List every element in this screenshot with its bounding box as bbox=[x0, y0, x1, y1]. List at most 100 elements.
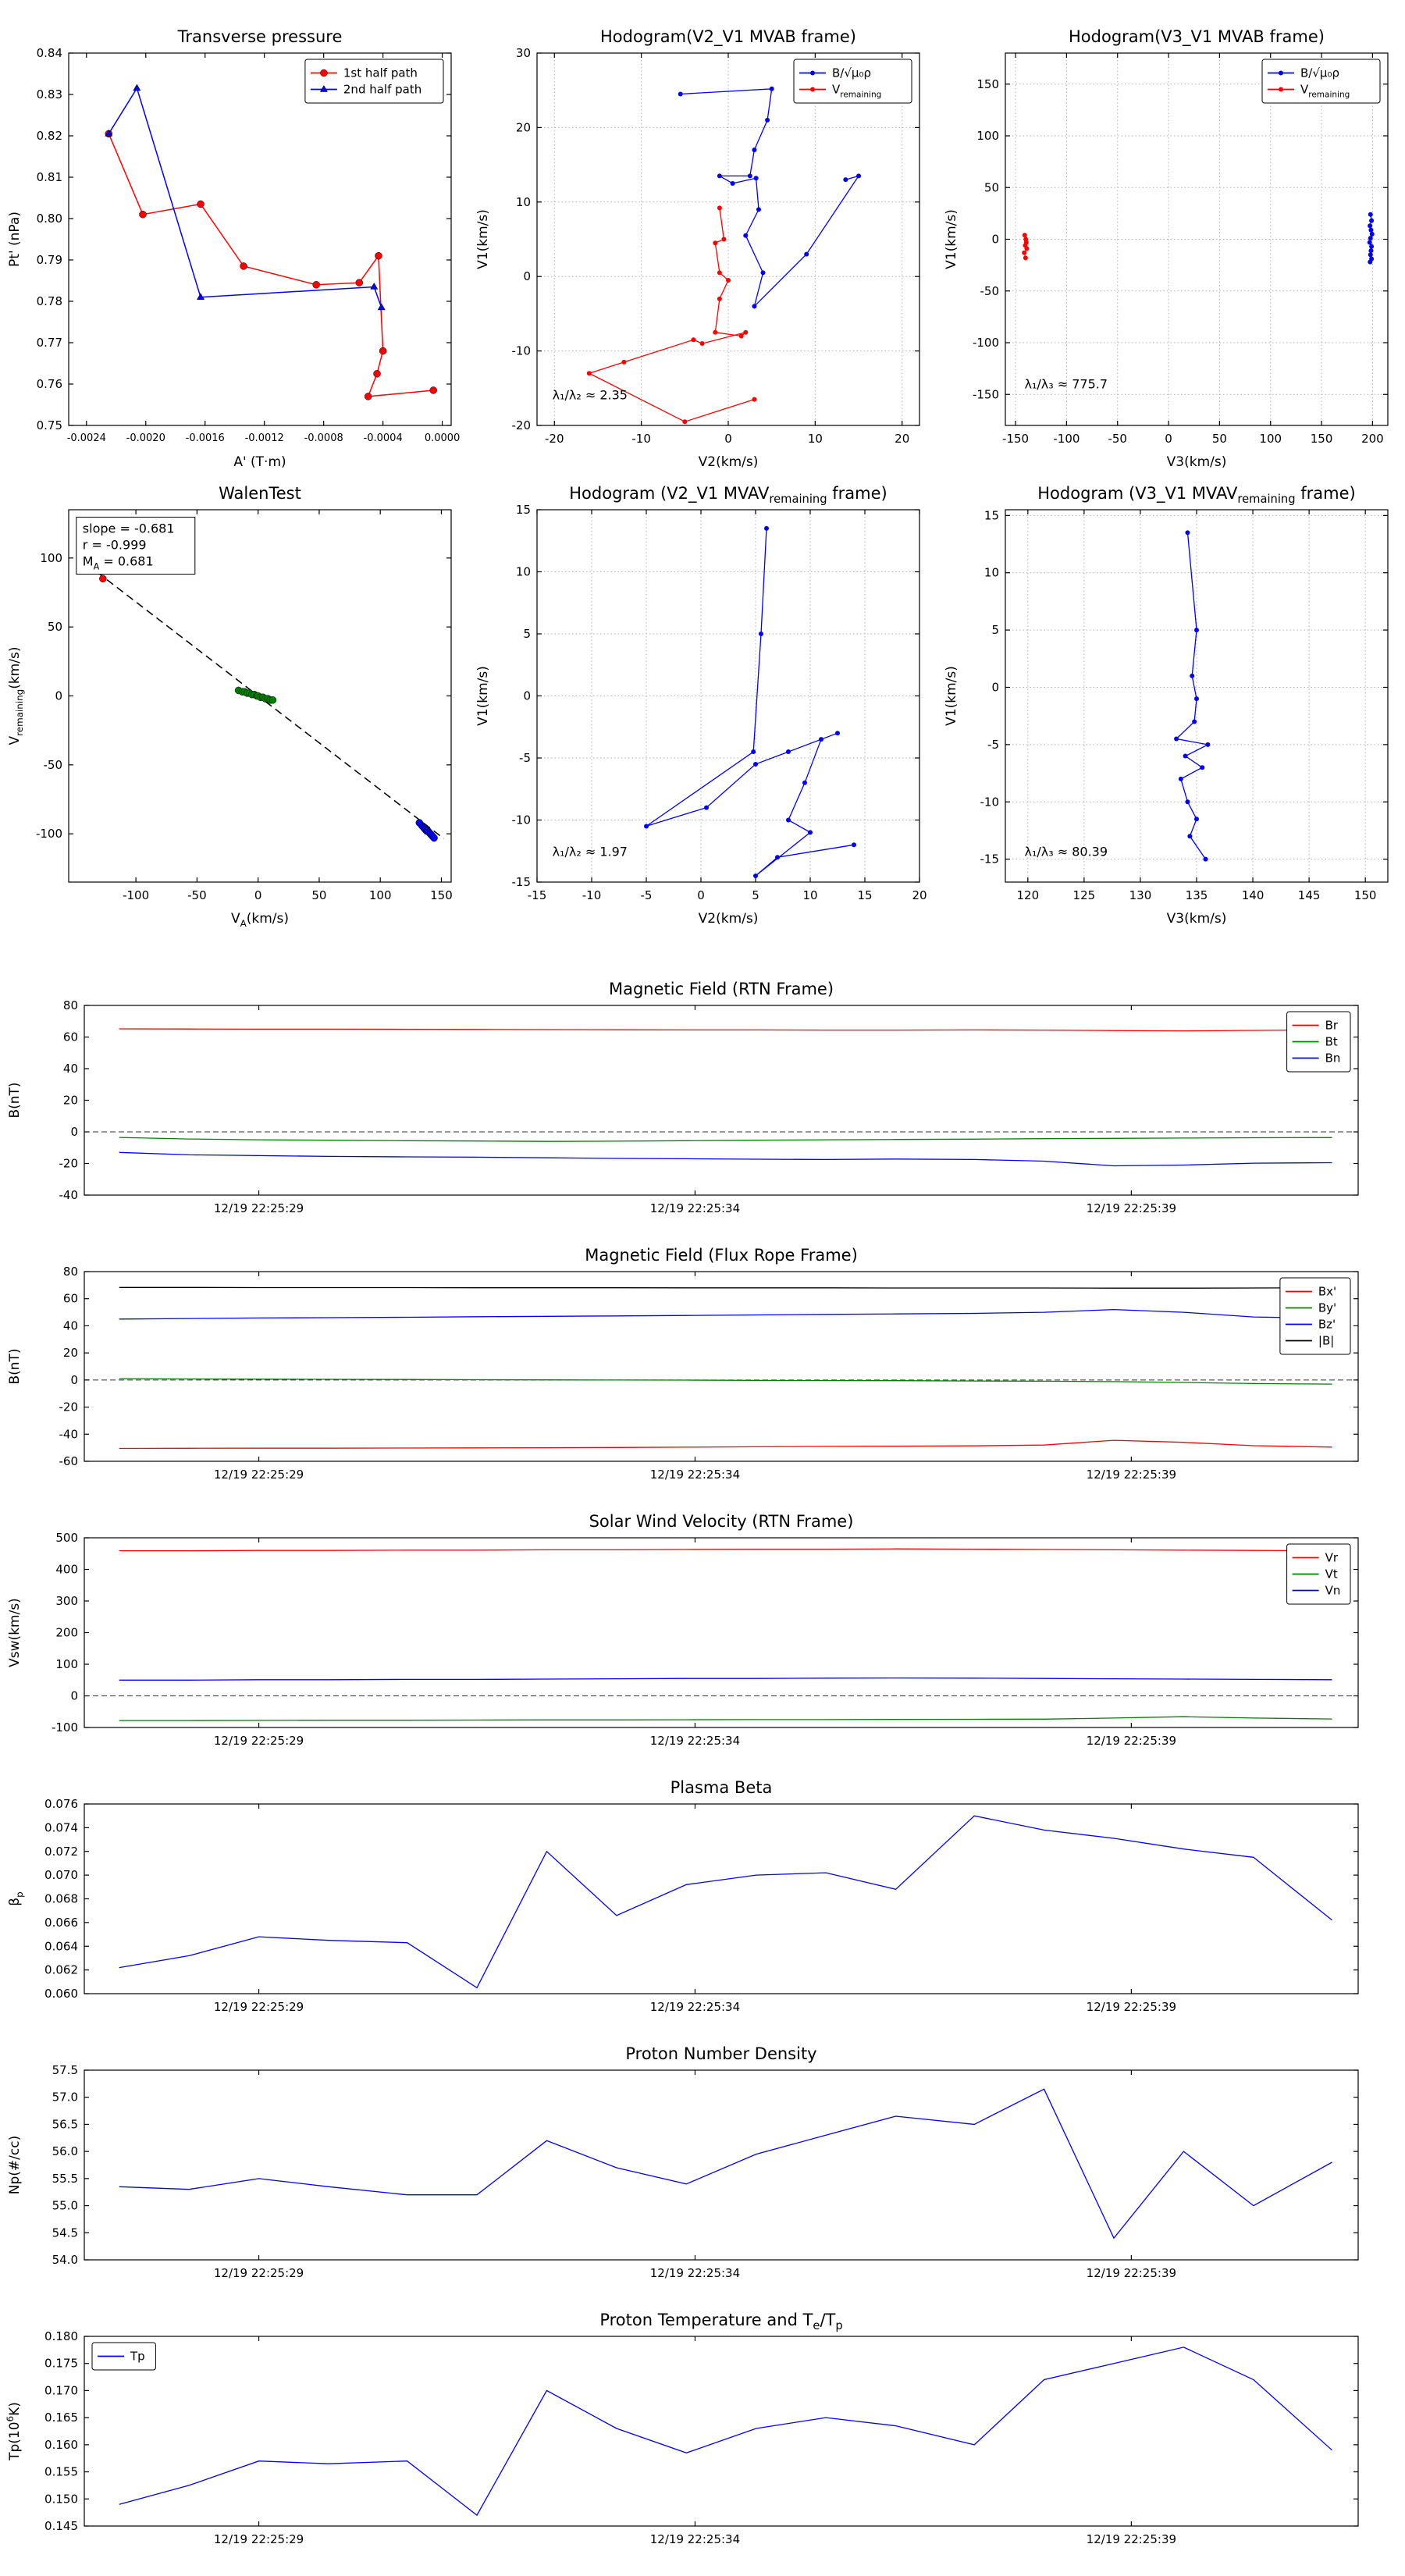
svg-text:-10: -10 bbox=[631, 432, 651, 446]
hodogram_v3v1_mvab-plot: -150 -100 -50 0 50 100 150 200 -150 -100 -50 0 50 100… bbox=[937, 19, 1405, 475]
svg-text:0.78: 0.78 bbox=[37, 294, 62, 308]
svg-text:12/19 22:25:39: 12/19 22:25:39 bbox=[1087, 1201, 1176, 1215]
svg-text:-10: -10 bbox=[980, 795, 1000, 809]
svg-text:0.170: 0.170 bbox=[44, 2383, 78, 2397]
chart-plasma-beta: 12/19 22:25:29 12/19 22:25:34 12/19 22:25:… bbox=[0, 1771, 1405, 2033]
svg-text:slope = -0.681: slope = -0.681 bbox=[83, 521, 175, 536]
svg-text:0.060: 0.060 bbox=[44, 1987, 78, 2001]
svg-text:0.180: 0.180 bbox=[44, 2329, 78, 2343]
mag_rtn-plot: 12/19 22:25:29 12/19 22:25:34 12/19 22:25:… bbox=[0, 973, 1405, 1234]
svg-text:40: 40 bbox=[63, 1062, 78, 1076]
svg-text:-10: -10 bbox=[512, 344, 532, 358]
svg-text:V3(km/s): V3(km/s) bbox=[1167, 911, 1227, 927]
svg-text:VA​(km/s): VA​(km/s) bbox=[231, 911, 289, 929]
svg-text:WalenTest: WalenTest bbox=[219, 484, 301, 503]
svg-text:Pt' (nPa): Pt' (nPa) bbox=[7, 212, 23, 267]
mag_fluxrope-plot: 12/19 22:25:29 12/19 22:25:34 12/19 22:25:… bbox=[0, 1239, 1405, 1500]
svg-text:12/19 22:25:29: 12/19 22:25:29 bbox=[214, 1201, 304, 1215]
svg-text:55.0: 55.0 bbox=[52, 2199, 78, 2213]
svg-text:-50: -50 bbox=[187, 888, 207, 902]
svg-text:0.84: 0.84 bbox=[37, 46, 62, 60]
svg-text:-5: -5 bbox=[987, 738, 999, 752]
svg-text:0.068: 0.068 bbox=[44, 1892, 78, 1906]
svg-text:B/√μ₀ρ: B/√μ₀ρ bbox=[832, 66, 871, 80]
svg-text:V1(km/s): V1(km/s) bbox=[475, 666, 491, 726]
svg-text:Vn: Vn bbox=[1325, 1584, 1341, 1598]
svg-text:0: 0 bbox=[523, 689, 531, 703]
svg-text:0.070: 0.070 bbox=[44, 1868, 78, 1882]
svg-text:V2(km/s): V2(km/s) bbox=[699, 911, 759, 927]
vsw_rtn-plot: 12/19 22:25:29 12/19 22:25:34 12/19 22:25:… bbox=[0, 1505, 1405, 1767]
svg-text:λ₁/λ₂ ≈ 1.97: λ₁/λ₂ ≈ 1.97 bbox=[553, 845, 628, 859]
svg-text:-100: -100 bbox=[123, 888, 149, 902]
svg-text:0.066: 0.066 bbox=[44, 1916, 78, 1930]
chart-magnetic-field-fluxrope: 12/19 22:25:29 12/19 22:25:34 12/19 22:25:… bbox=[0, 1239, 1405, 1500]
svg-text:50: 50 bbox=[1212, 432, 1227, 446]
svg-text:80: 80 bbox=[63, 998, 78, 1012]
svg-text:20: 20 bbox=[516, 120, 531, 134]
svg-text:12/19 22:25:29: 12/19 22:25:29 bbox=[214, 2532, 304, 2546]
svg-text:V1(km/s): V1(km/s) bbox=[475, 209, 491, 269]
svg-text:12/19 22:25:39: 12/19 22:25:39 bbox=[1087, 1468, 1176, 1482]
svg-text:0.160: 0.160 bbox=[44, 2438, 78, 2452]
svg-text:-50: -50 bbox=[980, 284, 1000, 298]
svg-text:Hodogram (V3_V1 MVAVremaining​: Hodogram (V3_V1 MVAVremaining​ frame) bbox=[1037, 484, 1355, 506]
svg-text:-100: -100 bbox=[973, 336, 999, 350]
chart-solar-wind-velocity: 12/19 22:25:29 12/19 22:25:34 12/19 22:25:… bbox=[0, 1505, 1405, 1767]
chart-hodogram-v3v1-mvab: -150 -100 -50 0 50 100 150 200 -150 -100 -50 0 50 100… bbox=[937, 19, 1405, 475]
svg-text:50: 50 bbox=[984, 180, 999, 194]
svg-text:0.81: 0.81 bbox=[37, 170, 62, 184]
svg-text:A' (T·m): A' (T·m) bbox=[233, 454, 286, 470]
svg-text:Bx': Bx' bbox=[1318, 1285, 1336, 1299]
svg-text:200: 200 bbox=[1361, 432, 1384, 446]
svg-text:By': By' bbox=[1318, 1301, 1336, 1315]
svg-text:10: 10 bbox=[516, 565, 531, 579]
svg-text:-0.0020: -0.0020 bbox=[126, 432, 165, 444]
svg-text:Vsw(km/s): Vsw(km/s) bbox=[7, 1598, 23, 1667]
svg-text:-150: -150 bbox=[1002, 432, 1029, 446]
svg-text:130: 130 bbox=[1129, 888, 1152, 902]
svg-text:V3(km/s): V3(km/s) bbox=[1167, 454, 1227, 470]
svg-text:-20: -20 bbox=[59, 1157, 79, 1171]
svg-text:150: 150 bbox=[430, 888, 453, 902]
svg-text:135: 135 bbox=[1186, 888, 1208, 902]
svg-text:12/19 22:25:34: 12/19 22:25:34 bbox=[650, 2532, 740, 2546]
svg-text:-15: -15 bbox=[980, 852, 1000, 866]
svg-text:12/19 22:25:34: 12/19 22:25:34 bbox=[650, 2266, 740, 2280]
svg-text:0.165: 0.165 bbox=[44, 2411, 78, 2425]
svg-text:1st half path: 1st half path bbox=[343, 66, 418, 80]
svg-text:0: 0 bbox=[991, 233, 999, 247]
transverse_pressure-plot: -0.0024 -0.0020 -0.0016 -0.0012 -0.0008 -0.00… bbox=[0, 19, 468, 475]
svg-text:-15: -15 bbox=[528, 888, 547, 902]
svg-text:-0.0012: -0.0012 bbox=[245, 432, 284, 444]
svg-text:-100: -100 bbox=[1053, 432, 1080, 446]
svg-text:-50: -50 bbox=[1108, 432, 1127, 446]
svg-text:10: 10 bbox=[516, 195, 531, 209]
svg-text:Vremaining​: Vremaining​ bbox=[832, 83, 881, 100]
svg-text:60: 60 bbox=[63, 1030, 78, 1044]
svg-text:12/19 22:25:39: 12/19 22:25:39 bbox=[1087, 1734, 1176, 1748]
hodogram-grid: -0.0024 -0.0020 -0.0016 -0.0012 -0.0008 -0.00… bbox=[0, 0, 1405, 932]
svg-text:55.5: 55.5 bbox=[52, 2172, 78, 2186]
svg-text:Bz': Bz' bbox=[1318, 1318, 1336, 1332]
svg-text:0: 0 bbox=[724, 432, 732, 446]
svg-text:-20: -20 bbox=[512, 418, 532, 432]
svg-text:Bt: Bt bbox=[1325, 1035, 1338, 1049]
svg-text:Br: Br bbox=[1325, 1019, 1339, 1033]
svg-text:V1(km/s): V1(km/s) bbox=[944, 209, 959, 269]
svg-text:V1(km/s): V1(km/s) bbox=[944, 666, 959, 726]
svg-text:-100: -100 bbox=[36, 827, 62, 841]
svg-text:0.175: 0.175 bbox=[44, 2357, 78, 2371]
svg-text:12/19 22:25:34: 12/19 22:25:34 bbox=[650, 2000, 740, 2014]
svg-text:0.150: 0.150 bbox=[44, 2492, 78, 2506]
svg-text:20: 20 bbox=[895, 432, 909, 446]
svg-text:15: 15 bbox=[984, 508, 999, 522]
hodogram_v3v1_mvav-plot: 120 125 130 135 140 145 150 -15 -10 -5 0 5 10 15 Hodog… bbox=[937, 475, 1405, 932]
svg-text:150: 150 bbox=[1311, 432, 1333, 446]
svg-text:12/19 22:25:34: 12/19 22:25:34 bbox=[650, 1468, 740, 1482]
svg-text:15: 15 bbox=[516, 503, 531, 517]
svg-text:B(nT): B(nT) bbox=[7, 1082, 23, 1118]
svg-text:0.83: 0.83 bbox=[37, 87, 62, 101]
chart-walen-test: -100 -50 0 50 100 150 -100 -50 0 50 100 WalenTest VA… bbox=[0, 475, 468, 932]
svg-text:120: 120 bbox=[1017, 888, 1040, 902]
